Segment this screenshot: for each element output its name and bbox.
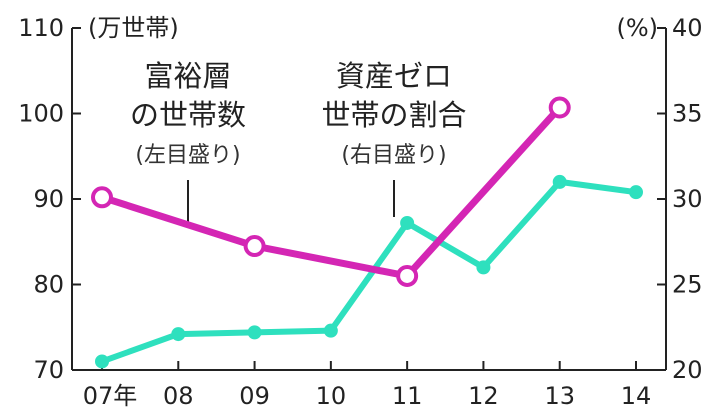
x-tick-label: 08 [163, 382, 194, 410]
series-2-point [247, 325, 262, 340]
series-2-point [171, 327, 186, 342]
right-tick-label: 20 [672, 356, 703, 384]
series-2-point [629, 185, 643, 200]
x-tick-label: 09 [239, 382, 270, 410]
series-1-label-line-2: の世帯数 [130, 98, 246, 132]
axes: 70 80 90 100 110 20 25 30 35 40 (万世帯) (%) 07年 08 09 10 1… [18, 14, 702, 410]
left-axis-unit: (万世帯) [88, 14, 179, 42]
x-tick-label: 14 [621, 382, 652, 410]
right-tick-label: 40 [672, 14, 703, 42]
left-tick-label: 100 [18, 100, 64, 128]
left-tick-label: 70 [33, 356, 64, 384]
series-2-point [95, 354, 109, 369]
series-group [91, 96, 643, 369]
series-1-note: (左目盛り) [135, 143, 240, 168]
series-2-label-line-2: 世帯の割合 [321, 98, 466, 132]
right-axis-unit: (%) [616, 14, 658, 42]
series-2-label-line-1: 資産ゼロ [336, 59, 452, 93]
series-1-point [548, 96, 571, 119]
right-tick-label: 35 [672, 100, 703, 128]
series-2-point [400, 215, 415, 230]
series-1-point [91, 186, 113, 209]
series-1-label-line-1: 富裕層 [144, 59, 231, 93]
right-tick-label: 25 [672, 271, 703, 299]
x-tick-label: 11 [392, 382, 423, 410]
x-tick-label: 07年 [83, 382, 138, 410]
series-2-point [552, 174, 567, 189]
x-tick-label: 13 [544, 382, 575, 410]
series-1-point [243, 235, 266, 258]
series-1-point [396, 264, 419, 287]
series-labels: 富裕層 の世帯数 (左目盛り) 資産ゼロ 世帯の割合 (右目盛り) [130, 59, 467, 224]
x-tick-label: 12 [468, 382, 499, 410]
left-tick-label: 80 [33, 271, 64, 299]
series-1-line [98, 104, 564, 280]
x-tick-label: 10 [316, 382, 347, 410]
right-tick-label: 30 [672, 185, 703, 213]
series-2-point [323, 323, 338, 338]
left-tick-label: 110 [18, 14, 64, 42]
series-2-point [476, 260, 491, 275]
series-2-note: (右目盛り) [341, 143, 446, 168]
series-2-line [99, 178, 639, 365]
left-tick-label: 90 [33, 185, 64, 213]
